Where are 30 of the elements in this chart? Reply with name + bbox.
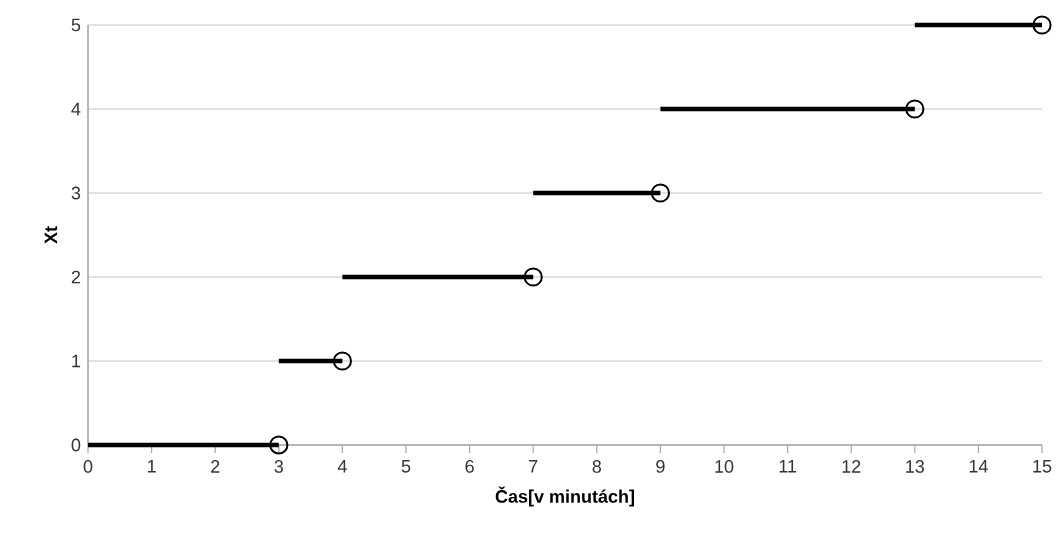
x-tick-label: 4 [337, 460, 347, 473]
x-axis-title: Čas[v minutách] [495, 486, 634, 507]
x-tick-label: 14 [969, 460, 988, 473]
x-tick-label: 1 [147, 460, 156, 473]
x-tick-label: 7 [529, 460, 538, 473]
y-tick-label: 0 [71, 438, 81, 452]
y-tick-label: 2 [71, 270, 81, 284]
x-tick-label: 6 [465, 460, 474, 473]
point [650, 183, 670, 203]
x-tick-label: 11 [779, 460, 797, 473]
x-tick-label: 15 [1033, 460, 1052, 473]
point [269, 435, 289, 455]
x-tick-label: 12 [842, 460, 861, 473]
y-axis-title: Xt [44, 226, 58, 244]
x-tick-label: 5 [401, 460, 411, 473]
point [332, 351, 353, 371]
x-tick-label: 3 [274, 460, 284, 473]
x-tick-label: 0 [83, 460, 93, 473]
x-tick-label: 2 [211, 460, 220, 473]
y-tick-label: 4 [71, 102, 81, 116]
y-tick-label: 1 [72, 354, 81, 368]
x-tick-label: 10 [715, 460, 734, 473]
y-tick-label: 5 [71, 18, 81, 32]
point [905, 99, 925, 119]
point [1032, 15, 1052, 35]
x-tick-label: 9 [656, 460, 665, 473]
x-tick-label: 13 [906, 460, 925, 473]
point [523, 267, 543, 287]
x-tick-label: 8 [592, 460, 602, 473]
y-tick-label: 3 [71, 186, 81, 200]
